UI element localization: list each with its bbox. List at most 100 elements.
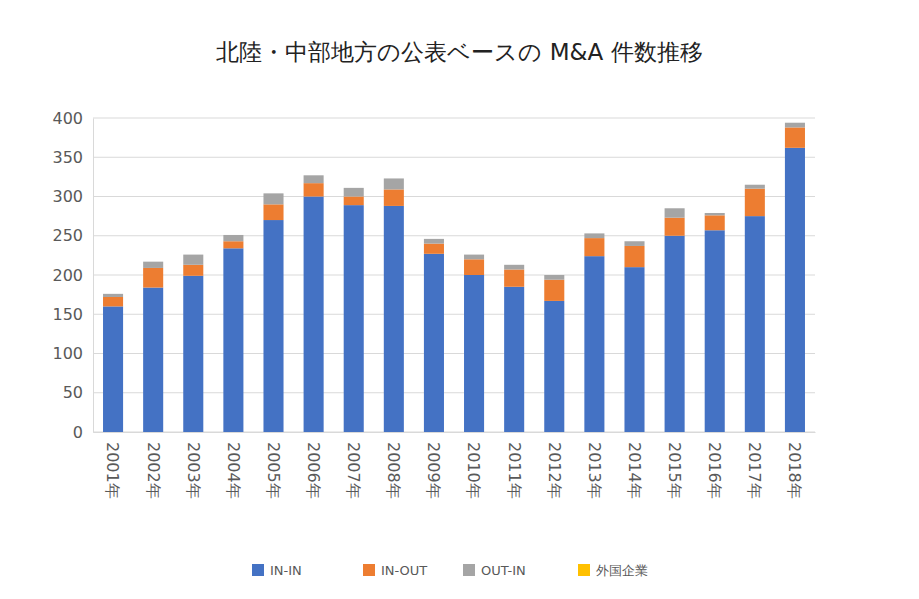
bar [584, 256, 604, 432]
bar [424, 238, 444, 239]
bar [665, 208, 685, 209]
bar [183, 255, 203, 265]
x-tick-label: 2013年 [585, 442, 604, 499]
legend-item: 外国企業 [578, 563, 648, 578]
bar [143, 288, 163, 432]
bar [223, 241, 243, 248]
bar [223, 248, 243, 432]
x-axis-line [94, 432, 816, 433]
bar [263, 193, 283, 204]
bar [183, 265, 203, 276]
x-tick: 2012年 [545, 432, 564, 499]
x-tick: 2010年 [464, 432, 483, 499]
bar [665, 218, 685, 236]
y-tick: 300 [52, 187, 93, 206]
y-tick: 50 [63, 383, 93, 402]
bar [624, 246, 644, 267]
x-tick-label: 2001年 [103, 442, 122, 499]
bar [143, 262, 163, 268]
legend-item: IN-IN [252, 563, 302, 578]
x-tick: 2004年 [224, 432, 243, 499]
bar [665, 208, 685, 217]
x-tick: 2005年 [264, 432, 283, 499]
x-tick-label: 2010年 [464, 442, 483, 499]
legend: IN-ININ-OUTOUT-IN外国企業 [252, 563, 648, 578]
bar [143, 268, 163, 288]
bar [584, 233, 604, 234]
bar [424, 244, 444, 254]
bar [424, 239, 444, 244]
x-tick-label: 2007年 [344, 442, 363, 499]
x-tick: 2009年 [424, 432, 443, 499]
bars [103, 123, 805, 432]
x-tick-label: 2015年 [665, 442, 684, 499]
legend-item: IN-OUT [363, 563, 427, 578]
bar [745, 216, 765, 432]
bar [223, 235, 243, 241]
y-tick-label: 200 [52, 266, 83, 285]
legend-swatch [463, 564, 475, 576]
bar [384, 206, 404, 432]
bar [344, 205, 364, 432]
bar [584, 238, 604, 256]
bar [304, 175, 324, 176]
bar [745, 185, 765, 189]
y-tick: 200 [52, 266, 93, 285]
y-tick-label: 50 [63, 383, 83, 402]
x-tick-label: 2018年 [785, 442, 804, 499]
chart: 北陸・中部地方の公表ベースの M&A 件数推移05010015020025030… [0, 0, 919, 599]
grid-line [93, 196, 815, 197]
x-axis: 2001年2002年2003年2004年2005年2006年2007年2008年… [94, 432, 816, 499]
x-tick: 2013年 [585, 432, 604, 499]
bar [705, 213, 725, 215]
bar [584, 233, 604, 238]
bar [785, 122, 805, 123]
y-tick-label: 100 [52, 344, 83, 363]
y-axis: 050100150200250300350400 [52, 109, 93, 442]
y-tick: 150 [52, 305, 93, 324]
series [103, 123, 805, 297]
legend-swatch [363, 564, 375, 576]
x-tick: 2003年 [184, 432, 203, 499]
bar [263, 204, 283, 220]
legend-swatch [578, 564, 590, 576]
bar [705, 215, 725, 230]
y-tick: 350 [52, 148, 93, 167]
grid [93, 118, 815, 432]
x-tick-label: 2006年 [304, 442, 323, 499]
bar [464, 259, 484, 275]
x-tick: 2007年 [344, 432, 363, 499]
bar [304, 183, 324, 196]
grid-line [93, 118, 815, 119]
bar [384, 178, 404, 189]
bar [705, 212, 725, 213]
bar [304, 175, 324, 183]
bar [143, 261, 163, 262]
x-tick-label: 2017年 [745, 442, 764, 499]
y-tick-label: 250 [52, 226, 83, 245]
bar [705, 230, 725, 432]
x-tick-label: 2003年 [184, 442, 203, 499]
bar [624, 241, 644, 242]
bar [785, 148, 805, 432]
bar [544, 275, 564, 280]
bar [464, 275, 484, 432]
bar [544, 275, 564, 276]
bar [624, 241, 644, 246]
x-tick-label: 2004年 [224, 442, 243, 499]
x-tick: 2001年 [103, 432, 122, 499]
x-tick-label: 2008年 [384, 442, 403, 499]
bar [344, 187, 364, 188]
bar [745, 189, 765, 216]
x-tick-label: 2012年 [545, 442, 564, 499]
y-axis-line [93, 119, 94, 433]
bar [384, 189, 404, 205]
bar [183, 254, 203, 255]
bar [263, 220, 283, 432]
bar [304, 197, 324, 433]
y-tick: 250 [52, 226, 93, 245]
bar [504, 270, 524, 287]
x-tick: 2016年 [705, 432, 724, 499]
bar [464, 255, 484, 260]
x-tick: 2011年 [505, 432, 524, 499]
